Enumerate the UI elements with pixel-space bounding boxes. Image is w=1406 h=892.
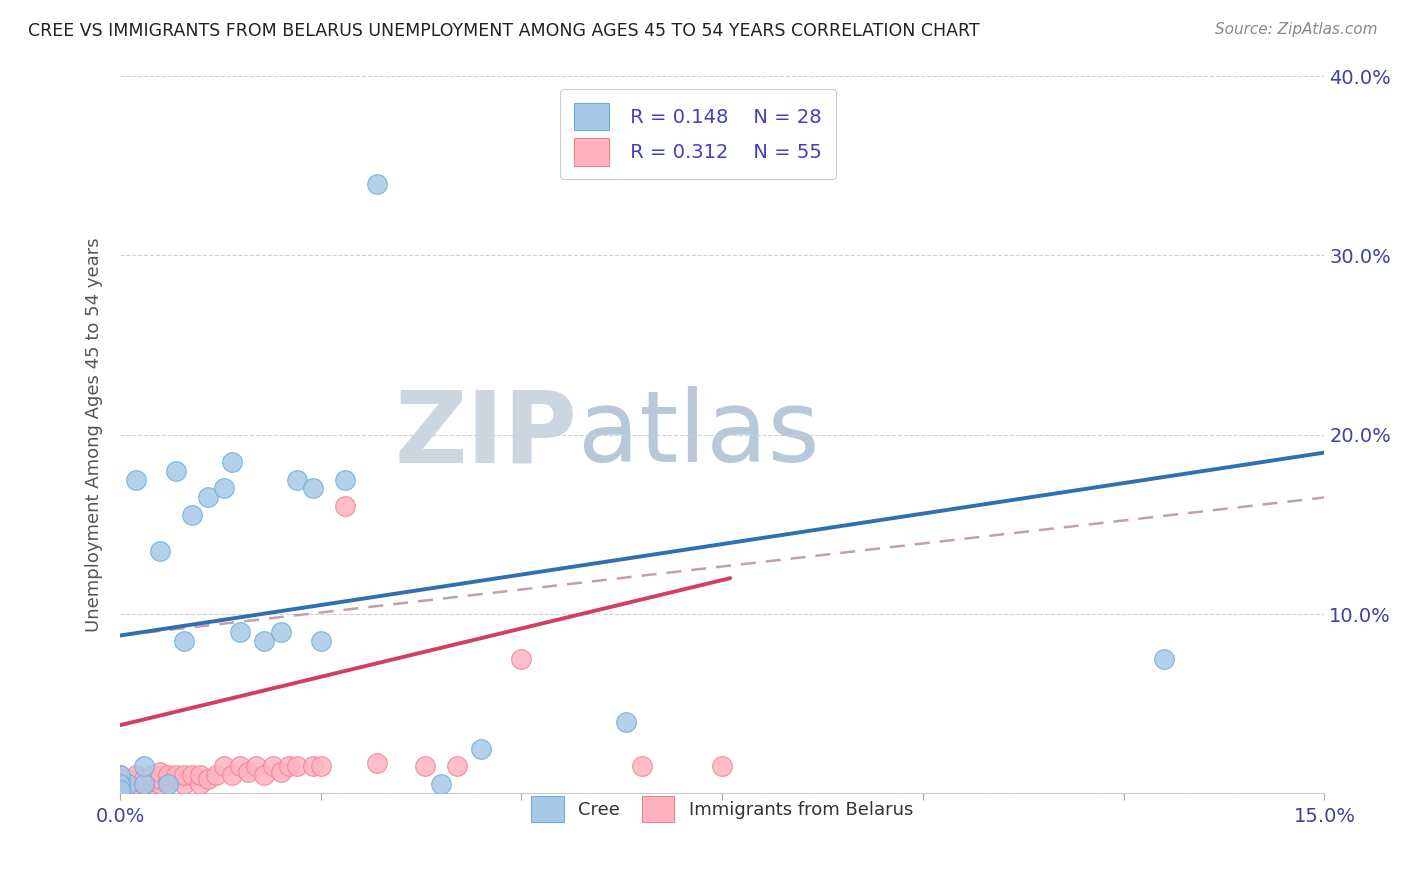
Point: [205, 768, 228, 782]
Point: [108, 777, 131, 791]
Point: [108, 768, 131, 782]
Point: [165, 464, 187, 478]
Point: [188, 768, 211, 782]
Point: [229, 624, 252, 639]
Point: [108, 782, 131, 797]
Point: [301, 759, 323, 773]
Point: [366, 756, 388, 770]
Point: [229, 759, 252, 773]
Point: [108, 770, 131, 784]
Point: [141, 773, 163, 788]
Point: [366, 177, 388, 191]
Point: [149, 764, 172, 779]
Point: [173, 777, 195, 791]
Point: [157, 773, 180, 788]
Point: [132, 772, 155, 786]
Point: [108, 777, 131, 791]
Point: [173, 768, 195, 782]
Point: [149, 544, 172, 558]
Point: [510, 652, 533, 666]
Point: [108, 779, 131, 793]
Point: [309, 759, 332, 773]
Point: [614, 714, 637, 729]
Point: [245, 759, 267, 773]
Point: [117, 786, 139, 800]
Point: [108, 773, 131, 788]
Point: [197, 772, 219, 786]
Point: [285, 473, 308, 487]
Point: [333, 473, 356, 487]
Point: [165, 768, 187, 782]
Point: [711, 759, 734, 773]
Point: [221, 454, 243, 468]
Point: [125, 473, 148, 487]
Point: [165, 772, 187, 786]
Point: [173, 634, 195, 648]
Point: [301, 482, 323, 496]
Y-axis label: Unemployment Among Ages 45 to 54 years: Unemployment Among Ages 45 to 54 years: [86, 237, 103, 632]
Point: [214, 482, 236, 496]
Point: [181, 768, 204, 782]
Point: [117, 780, 139, 795]
Point: [197, 491, 219, 505]
Point: [132, 777, 155, 791]
Point: [270, 764, 292, 779]
Text: CREE VS IMMIGRANTS FROM BELARUS UNEMPLOYMENT AMONG AGES 45 TO 54 YEARS CORRELATI: CREE VS IMMIGRANTS FROM BELARUS UNEMPLOY…: [28, 22, 980, 40]
Text: atlas: atlas: [578, 386, 820, 483]
Point: [108, 782, 131, 797]
Point: [108, 777, 131, 791]
Point: [221, 768, 243, 782]
Point: [132, 759, 155, 773]
Point: [277, 759, 299, 773]
Point: [117, 777, 139, 791]
Point: [125, 773, 148, 788]
Point: [157, 768, 180, 782]
Point: [285, 759, 308, 773]
Point: [238, 764, 260, 779]
Point: [253, 634, 276, 648]
Legend: Cree, Immigrants from Belarus: Cree, Immigrants from Belarus: [519, 784, 925, 835]
Point: [262, 759, 284, 773]
Point: [446, 759, 468, 773]
Point: [149, 772, 172, 786]
Point: [125, 768, 148, 782]
Point: [117, 772, 139, 786]
Point: [470, 741, 492, 756]
Text: ZIP: ZIP: [395, 386, 578, 483]
Point: [309, 634, 332, 648]
Text: Source: ZipAtlas.com: Source: ZipAtlas.com: [1215, 22, 1378, 37]
Point: [181, 508, 204, 523]
Point: [149, 777, 172, 791]
Point: [108, 775, 131, 789]
Point: [270, 624, 292, 639]
Point: [1153, 652, 1175, 666]
Point: [141, 777, 163, 791]
Point: [108, 780, 131, 795]
Point: [108, 772, 131, 786]
Point: [631, 759, 654, 773]
Point: [413, 759, 436, 773]
Point: [108, 768, 131, 782]
Point: [333, 500, 356, 514]
Point: [132, 777, 155, 791]
Point: [117, 777, 139, 791]
Point: [430, 777, 453, 791]
Point: [125, 777, 148, 791]
Point: [108, 786, 131, 800]
Point: [188, 777, 211, 791]
Point: [253, 768, 276, 782]
Point: [214, 759, 236, 773]
Point: [141, 768, 163, 782]
Point: [157, 777, 180, 791]
